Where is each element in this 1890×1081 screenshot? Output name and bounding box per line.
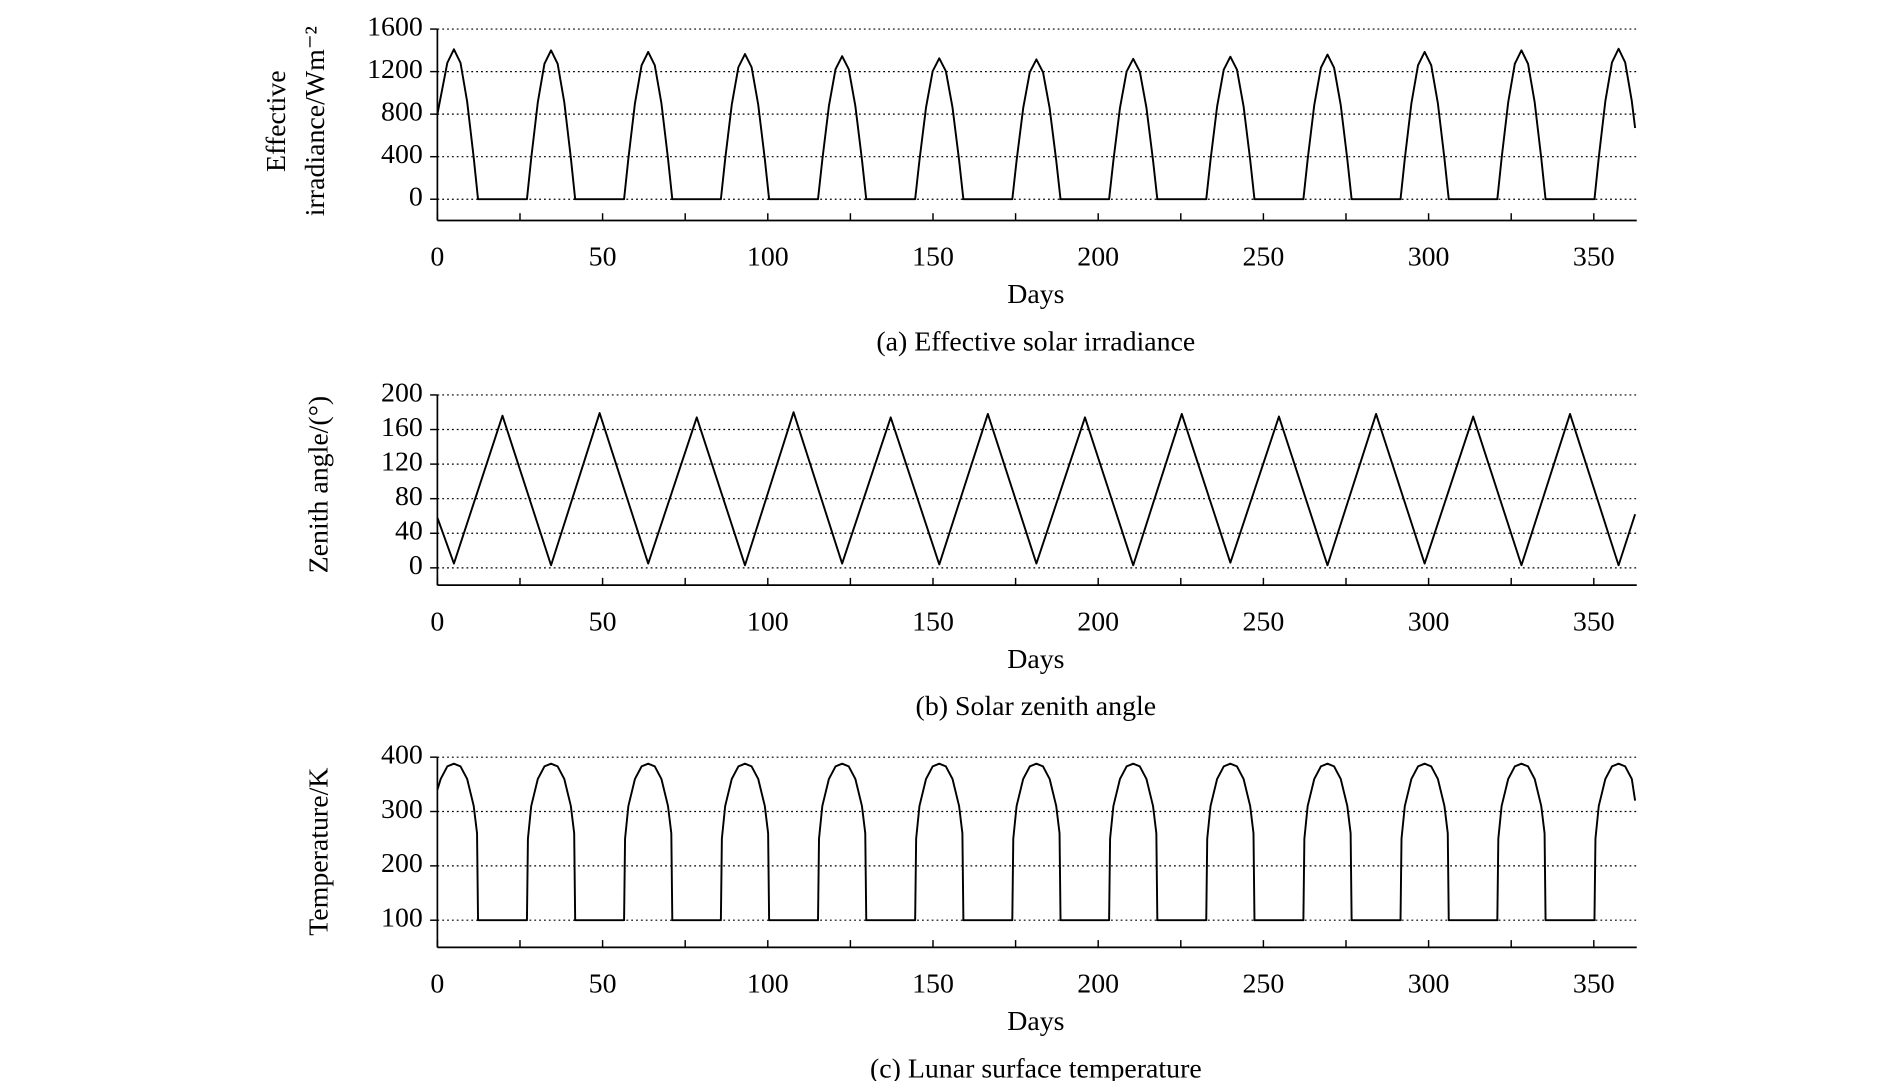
y-tick-label: 0 <box>409 550 423 581</box>
y-tick-label: 400 <box>381 740 423 771</box>
y-tick-label: 80 <box>395 481 423 512</box>
y-axis-label: Zenith angle/(°) <box>303 396 334 573</box>
caption: (b) Solar zenith angle <box>916 691 1157 722</box>
x-tick-label: 100 <box>747 969 789 1000</box>
x-tick-label: 0 <box>430 606 444 637</box>
y-tick-label: 800 <box>381 97 423 128</box>
x-tick-label: 200 <box>1077 969 1119 1000</box>
y-tick-label: 200 <box>381 848 423 879</box>
y-axis-label: Temperature/K <box>303 768 334 936</box>
x-tick-label: 50 <box>589 969 617 1000</box>
x-tick-label: 50 <box>589 242 617 273</box>
x-tick-label: 0 <box>430 242 444 273</box>
x-axis-label: Days <box>1007 644 1064 675</box>
x-tick-label: 50 <box>589 606 617 637</box>
x-tick-label: 300 <box>1408 969 1450 1000</box>
y-tick-label: 40 <box>395 516 423 547</box>
y-tick-label: 100 <box>381 903 423 934</box>
x-tick-label: 150 <box>912 606 954 637</box>
y-tick-label: 200 <box>381 377 423 408</box>
y-tick-label: 300 <box>381 794 423 825</box>
x-axis-label: Days <box>1007 279 1064 310</box>
data-line <box>436 411 1637 567</box>
y-tick-label: 0 <box>409 182 423 213</box>
x-tick-label: 0 <box>430 969 444 1000</box>
y-axis-label: irradiance/Wm⁻² <box>300 26 331 216</box>
y-axis-label: Effective <box>261 70 292 172</box>
x-tick-label: 200 <box>1077 606 1119 637</box>
x-tick-label: 100 <box>747 242 789 273</box>
x-tick-label: 100 <box>747 606 789 637</box>
y-tick-label: 400 <box>381 139 423 170</box>
x-tick-label: 150 <box>912 969 954 1000</box>
x-tick-label: 150 <box>912 242 954 273</box>
x-tick-label: 300 <box>1408 242 1450 273</box>
x-tick-label: 250 <box>1242 242 1284 273</box>
caption: (c) Lunar surface temperature <box>870 1053 1202 1081</box>
x-tick-label: 350 <box>1573 606 1615 637</box>
y-tick-label: 120 <box>381 446 423 477</box>
x-tick-label: 350 <box>1573 242 1615 273</box>
x-axis-label: Days <box>1007 1006 1064 1037</box>
x-tick-label: 300 <box>1408 606 1450 637</box>
data-line <box>436 762 1637 922</box>
x-tick-label: 350 <box>1573 969 1615 1000</box>
x-tick-label: 250 <box>1242 606 1284 637</box>
x-tick-label: 250 <box>1242 969 1284 1000</box>
x-tick-label: 200 <box>1077 242 1119 273</box>
y-tick-label: 1600 <box>367 11 423 42</box>
y-tick-label: 1200 <box>367 54 423 85</box>
data-line <box>436 47 1637 201</box>
caption: (a) Effective solar irradiance <box>876 326 1195 357</box>
y-tick-label: 160 <box>381 412 423 443</box>
